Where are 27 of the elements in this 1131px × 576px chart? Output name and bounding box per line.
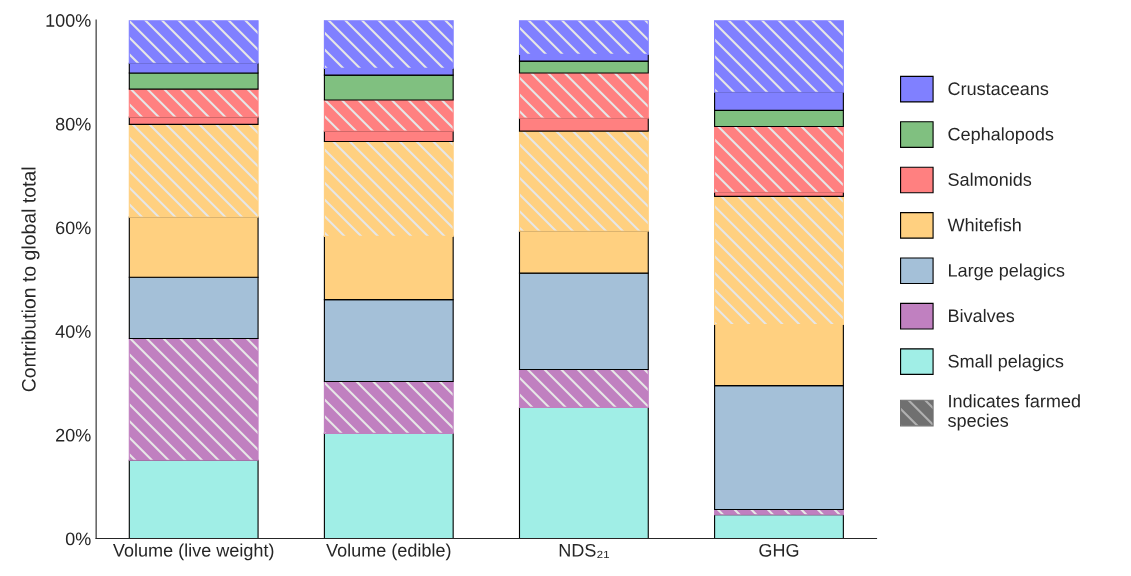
bar (323, 432, 454, 539)
bar (714, 514, 844, 539)
x-tick-label: Volume (edible) (326, 543, 451, 561)
text: Indicates farmed species (948, 394, 1080, 431)
y-tick-label: 80% (55, 117, 91, 131)
x-tick-label: GHG (759, 543, 799, 557)
legend-label: Cephalopods (948, 127, 1054, 145)
y-tick-label: 0% (65, 532, 91, 546)
bar (518, 369, 649, 408)
legend-label: Crustaceans (948, 82, 1049, 96)
legend-label: Large pelagics (949, 263, 1065, 281)
y-tick-label: 40% (55, 325, 91, 338)
legend-label: Small pelagics (948, 354, 1064, 372)
legend-label: Whitefish (947, 218, 1021, 232)
bar (128, 459, 259, 539)
y-tick-label: 20% (56, 428, 91, 442)
y-axis-title: Contribution to global total (21, 167, 40, 392)
x-tick-label: NDS₂₁ (559, 543, 610, 559)
y-tick-label: 100% (46, 14, 91, 27)
legend-label: Bivalves (949, 308, 1015, 323)
legend-label: Salmonids (948, 172, 1032, 186)
y-tick-label: 60% (56, 221, 91, 235)
bar (128, 337, 259, 461)
x-tick-label: Volume (live weight) (112, 543, 274, 561)
bar (323, 380, 454, 434)
bar (714, 125, 844, 193)
bar (518, 406, 649, 539)
